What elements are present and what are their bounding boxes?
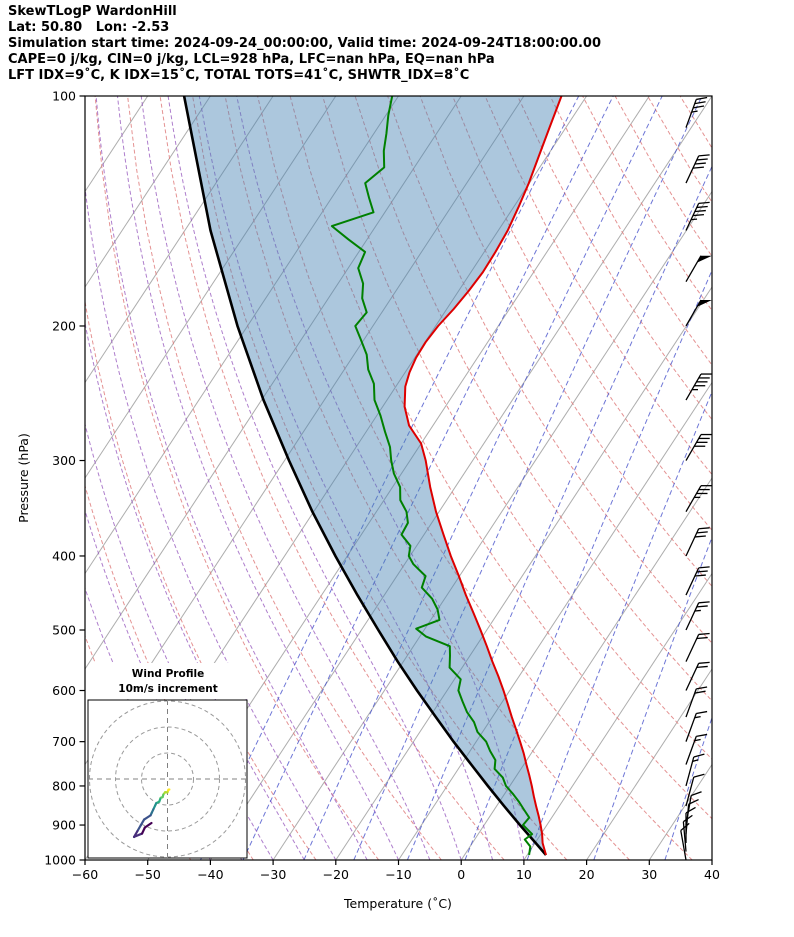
hodograph-box — [87, 699, 248, 859]
parcel-environment-area — [184, 96, 562, 855]
x-tick-label: 0 — [457, 867, 465, 882]
wind-barb — [685, 601, 710, 631]
wind-barb — [685, 299, 712, 327]
y-tick-label: 500 — [52, 623, 76, 638]
hodograph-trace-segment — [140, 826, 146, 835]
hodograph-trace-segment — [143, 821, 153, 829]
y-tick-label: 600 — [52, 683, 76, 698]
header-block: SkewTLogP WardonHill Lat: 50.80 Lon: -2.… — [8, 4, 601, 84]
parcel-curve — [182, 96, 547, 856]
wind-barb — [685, 255, 712, 283]
wind-barb — [685, 485, 712, 512]
x-tick-label: −40 — [197, 867, 223, 882]
wind-barb — [685, 661, 710, 691]
wind-barb — [685, 433, 712, 461]
axes: Pressure (hPa) Temperature (˚C) −60 −50 −4… — [16, 89, 720, 912]
inset-title-backing — [90, 663, 248, 699]
x-tick-label: 40 — [704, 867, 720, 882]
hodograph-trace-segment — [139, 818, 146, 827]
y-tick-label: 700 — [52, 734, 76, 749]
hodograph-speed-ring — [89, 700, 246, 858]
x-tick-label: −30 — [260, 867, 286, 882]
wind-barb — [685, 753, 705, 787]
station-coordinates: Lat: 50.80 Lon: -2.53 — [8, 20, 170, 35]
y-tick-label: 1000 — [44, 853, 76, 868]
y-tick-label: 100 — [52, 89, 76, 104]
temperature-curve — [403, 96, 563, 856]
wind-barb — [685, 710, 708, 742]
hodograph-speed-ring — [141, 752, 194, 806]
hodograph-trace-segment — [132, 832, 144, 839]
x-axis-label: Temperature (˚C) — [343, 896, 452, 911]
x-tick-label: −20 — [323, 867, 349, 882]
figure-title: SkewTLogP WardonHill — [8, 4, 177, 19]
simulation-times: Simulation start time: 2024-09-24_00:00:… — [8, 36, 601, 51]
stability-parameters-2: LFT IDX=9˚C, K IDX=15˚C, TOTAL TOTS=41˚C… — [8, 68, 470, 83]
hodograph-trace-segment — [142, 814, 152, 821]
dewpoint-curve — [330, 96, 534, 856]
wind-barb — [685, 791, 702, 826]
wind-barb — [682, 814, 693, 852]
inset-title: Wind Profile — [132, 668, 204, 680]
wind-barb — [685, 527, 710, 557]
wind-barb — [685, 154, 710, 184]
hodograph-trace-segment — [136, 824, 142, 833]
wind-barb — [685, 96, 708, 128]
y-tick-label: 300 — [52, 453, 76, 468]
y-axis-label: Pressure (hPa) — [16, 433, 31, 523]
wind-barb — [685, 373, 712, 401]
wind-barb — [685, 632, 710, 662]
x-tick-label: −60 — [72, 867, 98, 882]
y-tick-label: 800 — [52, 778, 76, 793]
inset-subtitle: 10m/s increment — [118, 683, 217, 695]
wind-barbs — [680, 96, 712, 861]
x-tick-label: 10 — [516, 867, 532, 882]
wind-profile-inset: Wind Profile 10m/s increment — [87, 663, 248, 859]
wind-barb — [685, 773, 705, 807]
mixing-ratio-lines — [200, 96, 712, 860]
sounding-curves — [182, 96, 563, 856]
shaded-parcel-area — [184, 96, 562, 855]
wind-barb — [685, 201, 710, 231]
wind-barb — [685, 733, 708, 765]
wind-barb — [685, 566, 710, 596]
x-tick-label: 30 — [641, 867, 657, 882]
hodograph-speed-ring — [115, 726, 220, 832]
x-tick-label: −10 — [385, 867, 411, 882]
stability-parameters-1: CAPE=0 j/kg, CIN=0 j/kg, LCL=928 hPa, LF… — [8, 52, 495, 67]
x-tick-label: −50 — [135, 867, 161, 882]
background-isopleths — [85, 96, 712, 860]
wind-barb — [680, 822, 690, 861]
x-tick-label: 20 — [579, 867, 595, 882]
y-tick-label: 900 — [52, 818, 76, 833]
y-tick-label: 200 — [52, 318, 76, 333]
y-tick-label: 400 — [52, 548, 76, 563]
wind-barb — [685, 686, 708, 718]
